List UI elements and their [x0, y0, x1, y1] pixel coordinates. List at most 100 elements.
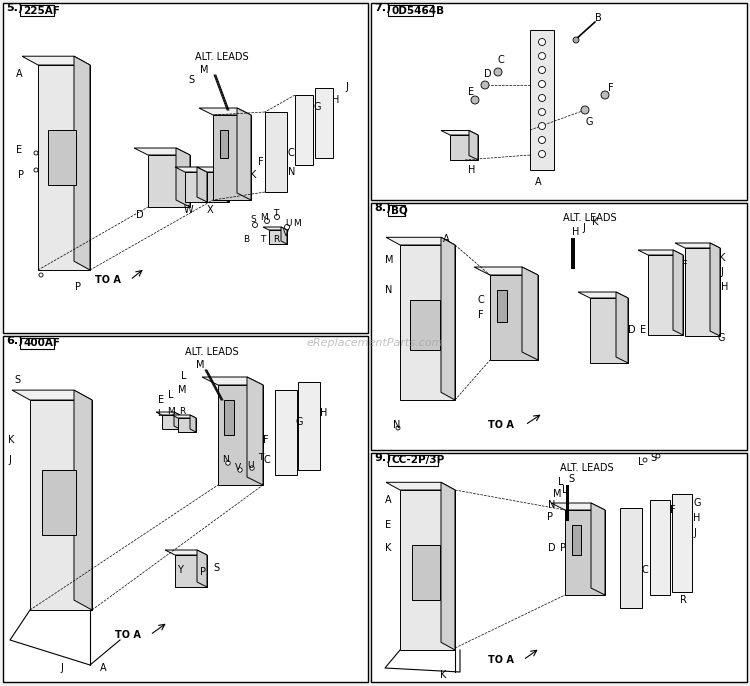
Text: N: N: [222, 456, 229, 464]
Text: C: C: [263, 455, 270, 465]
Text: TO A: TO A: [488, 420, 514, 430]
Bar: [572, 525, 581, 555]
Text: A: A: [16, 69, 22, 79]
Polygon shape: [281, 227, 287, 244]
Text: P: P: [75, 282, 81, 292]
Text: L: L: [638, 457, 644, 467]
Text: T: T: [273, 209, 278, 217]
Text: L: L: [168, 390, 173, 400]
Text: L: L: [157, 408, 162, 418]
Polygon shape: [197, 167, 229, 172]
Text: P: P: [200, 567, 206, 577]
Text: A: A: [385, 495, 392, 505]
Polygon shape: [12, 390, 92, 400]
Polygon shape: [474, 267, 538, 275]
Text: N: N: [385, 285, 392, 295]
Polygon shape: [74, 390, 92, 610]
Text: G: G: [585, 117, 592, 127]
Text: S: S: [188, 75, 194, 85]
Bar: [3, 3, 368, 333]
Text: 7.): 7.): [374, 3, 392, 13]
Text: Y: Y: [177, 565, 183, 575]
Polygon shape: [38, 65, 90, 270]
Polygon shape: [172, 415, 196, 418]
Circle shape: [643, 458, 647, 462]
Text: J: J: [8, 455, 10, 465]
Text: F: F: [682, 260, 688, 270]
Bar: [497, 290, 507, 322]
Text: TO A: TO A: [115, 630, 141, 640]
Text: K: K: [592, 217, 598, 227]
Circle shape: [253, 222, 257, 228]
Polygon shape: [490, 275, 538, 360]
Circle shape: [538, 38, 545, 45]
Text: B: B: [595, 13, 602, 23]
Bar: [672, 494, 692, 592]
Text: B: B: [243, 235, 249, 244]
Text: M: M: [260, 213, 268, 222]
Polygon shape: [386, 237, 455, 245]
Circle shape: [538, 67, 545, 73]
Polygon shape: [176, 148, 190, 207]
Polygon shape: [591, 503, 605, 595]
Text: E: E: [385, 520, 392, 530]
Polygon shape: [165, 550, 207, 555]
Text: J: J: [345, 82, 348, 92]
Bar: [298, 382, 320, 470]
Text: L: L: [558, 477, 563, 487]
Text: eReplacementParts.com: eReplacementParts.com: [307, 338, 443, 348]
Text: R: R: [179, 407, 185, 416]
Circle shape: [538, 95, 545, 102]
Text: N: N: [548, 500, 555, 510]
Text: G: G: [693, 498, 700, 508]
Bar: [388, 205, 405, 216]
Text: J: J: [582, 223, 585, 233]
Polygon shape: [269, 230, 287, 244]
Polygon shape: [648, 255, 683, 335]
Polygon shape: [675, 243, 720, 248]
Polygon shape: [522, 267, 538, 360]
Text: L: L: [181, 371, 187, 381]
Polygon shape: [237, 108, 251, 200]
Text: 400AF: 400AF: [23, 338, 60, 348]
Text: W: W: [184, 205, 194, 215]
Text: G: G: [718, 333, 725, 343]
Text: 8.): 8.): [374, 203, 392, 213]
Text: C: C: [478, 295, 484, 305]
Text: K: K: [8, 435, 14, 445]
Text: M: M: [293, 219, 301, 228]
Circle shape: [226, 461, 230, 465]
Text: TO A: TO A: [95, 275, 121, 285]
Polygon shape: [578, 292, 628, 298]
Bar: [371, 203, 747, 450]
Text: H: H: [332, 95, 339, 105]
Polygon shape: [174, 412, 180, 429]
Text: F: F: [478, 310, 484, 320]
Bar: [20, 5, 53, 16]
Bar: [620, 508, 642, 608]
Text: M: M: [167, 407, 175, 416]
Circle shape: [573, 37, 579, 43]
Bar: [530, 30, 554, 170]
Circle shape: [34, 168, 38, 172]
Circle shape: [538, 80, 545, 88]
Text: V: V: [235, 464, 242, 473]
Text: J: J: [720, 267, 723, 277]
Circle shape: [274, 215, 280, 220]
Text: N: N: [393, 420, 400, 430]
Bar: [371, 3, 747, 200]
Bar: [224, 400, 234, 435]
Text: D: D: [628, 325, 635, 335]
Text: P: P: [547, 512, 553, 522]
Text: X: X: [207, 205, 214, 215]
Text: S: S: [568, 474, 574, 484]
Circle shape: [538, 108, 545, 115]
Bar: [388, 455, 438, 466]
Circle shape: [284, 224, 290, 230]
Text: K: K: [719, 253, 725, 263]
Polygon shape: [616, 292, 628, 363]
Bar: [410, 300, 440, 350]
Polygon shape: [162, 415, 180, 429]
Text: U: U: [247, 460, 254, 469]
Polygon shape: [590, 298, 628, 363]
